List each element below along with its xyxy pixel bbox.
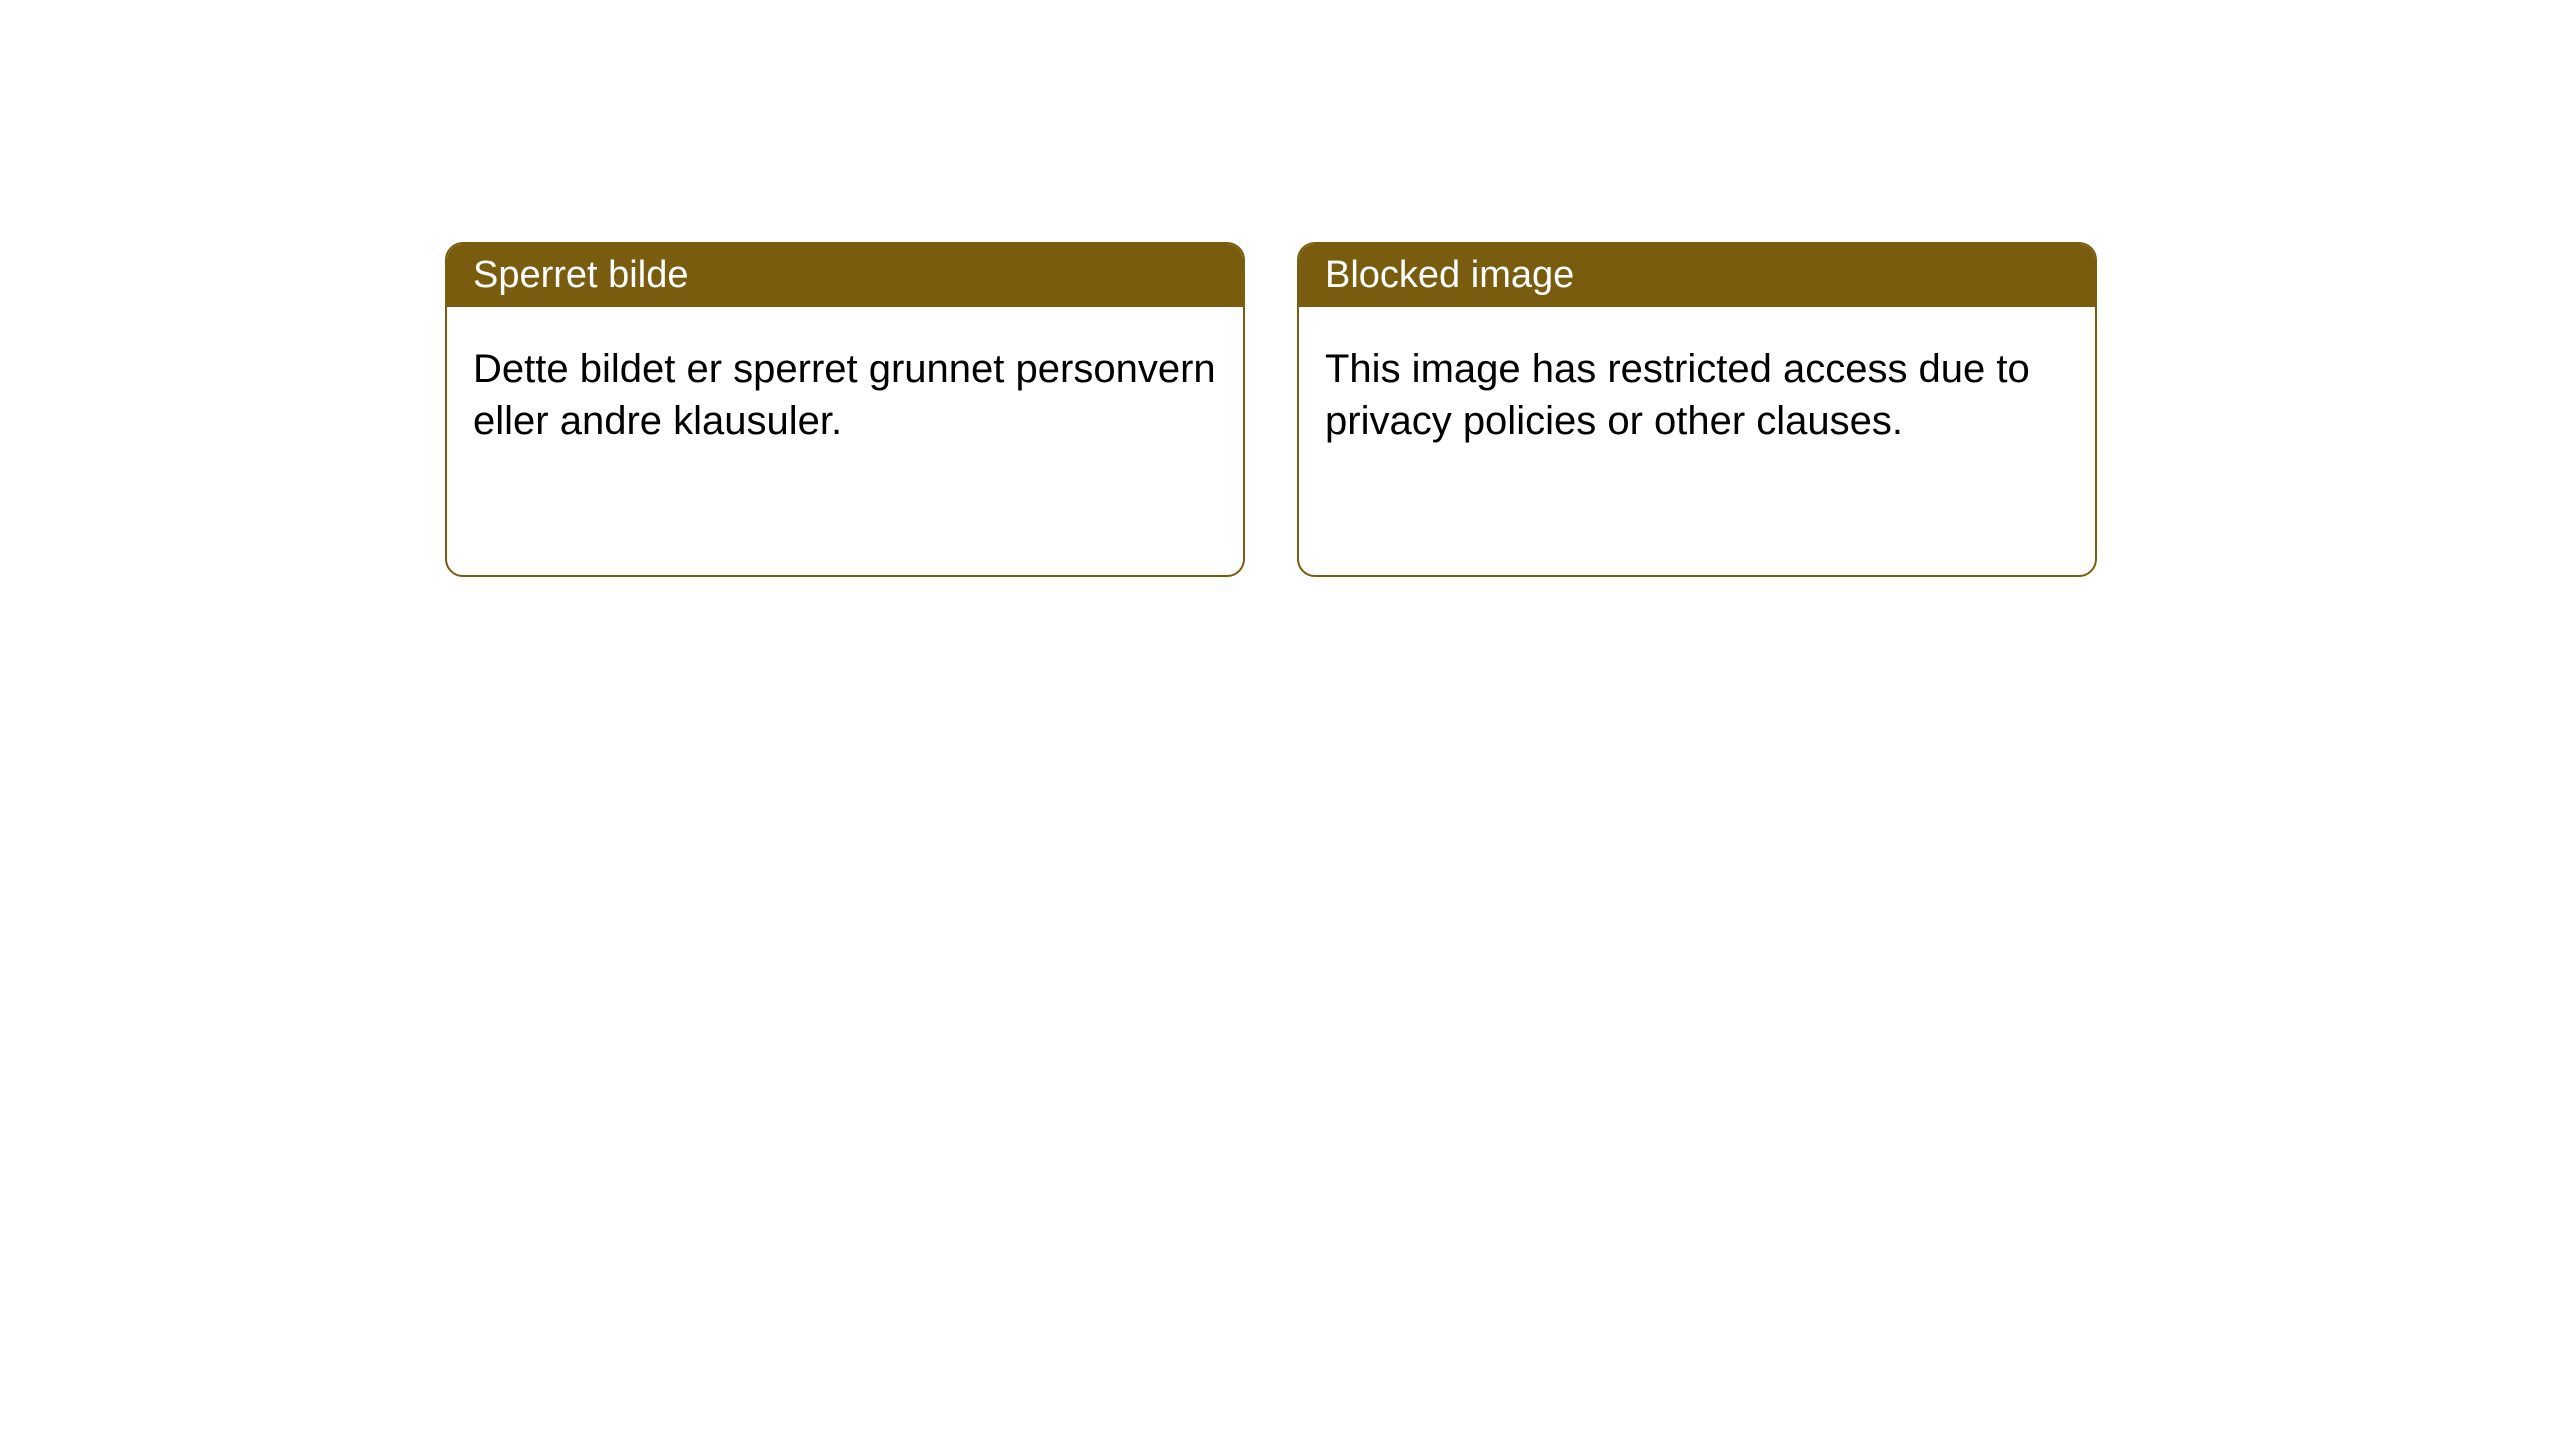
notice-header: Blocked image	[1299, 244, 2095, 307]
notice-message: Dette bildet er sperret grunnet personve…	[473, 347, 1216, 443]
notice-card-norwegian: Sperret bilde Dette bildet er sperret gr…	[445, 242, 1245, 577]
notice-card-english: Blocked image This image has restricted …	[1297, 242, 2097, 577]
notice-body: This image has restricted access due to …	[1299, 307, 2095, 483]
notice-body: Dette bildet er sperret grunnet personve…	[447, 307, 1243, 483]
notice-message: This image has restricted access due to …	[1325, 347, 2030, 443]
notice-title: Sperret bilde	[473, 254, 688, 296]
notice-header: Sperret bilde	[447, 244, 1243, 307]
notice-container: Sperret bilde Dette bildet er sperret gr…	[0, 0, 2560, 577]
notice-title: Blocked image	[1325, 254, 1574, 296]
